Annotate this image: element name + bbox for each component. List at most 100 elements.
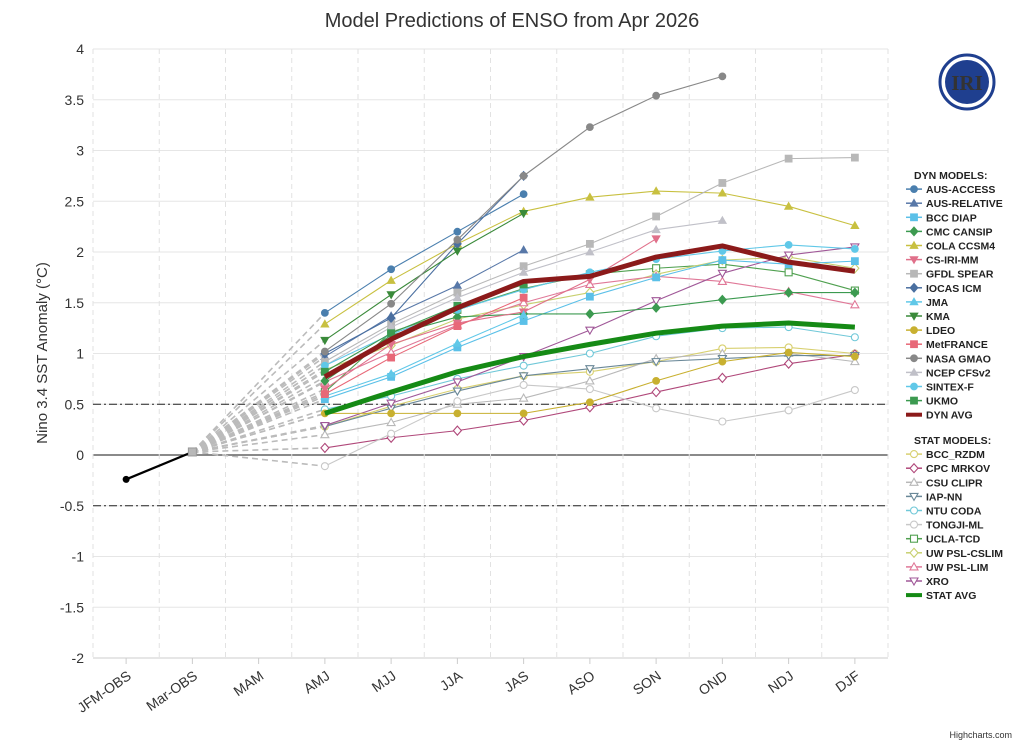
legend-item-ucla-tcd[interactable]: UCLA-TCD <box>906 534 981 546</box>
tongji-ml-line <box>324 384 856 467</box>
legend-symbol-marker <box>909 282 919 293</box>
connector-dyn-avg <box>191 376 326 453</box>
x-tick-label: ASO <box>564 667 597 697</box>
legend-label: AUS-RELATIVE <box>926 198 1003 210</box>
tongji-ml-point <box>718 417 727 426</box>
kma-point <box>386 291 396 300</box>
iocas-icm-line <box>324 175 525 354</box>
aus-relative-point <box>518 245 529 254</box>
ncep-cfsv2-point <box>717 215 728 224</box>
series-ncep-cfsv2 <box>320 215 728 370</box>
cmc-cansip-point <box>784 287 794 298</box>
connector-tongji-ml <box>192 451 325 467</box>
legend-item-cola-ccsm4[interactable]: COLA CCSM4 <box>906 241 995 253</box>
legend-item-ntu-coda[interactable]: NTU CODA <box>906 506 982 518</box>
y-axis-label: Nino 3.4 SST Anomaly (°C) <box>34 262 51 444</box>
nasa-gmao-point <box>585 123 594 132</box>
legend-symbol-marker <box>909 198 919 207</box>
legend-item-xro[interactable]: XRO <box>906 576 949 588</box>
legend-symbol-marker <box>909 312 919 321</box>
legend-item-bcc-rzdm[interactable]: BCC_RZDM <box>906 449 985 461</box>
legend-item-aus-access[interactable]: AUS-ACCESS <box>906 184 995 196</box>
axes: -2 -1.5 -1 -0.5 0 0.5 1 1.5 2 2.5 3 3.5 4 JFM-OBS Mar-… <box>60 41 888 716</box>
bcc-diap-point <box>850 257 859 266</box>
y-tick-label: -0.5 <box>60 498 84 514</box>
connector-lines <box>191 312 326 467</box>
xro-point <box>651 297 662 306</box>
bcc-diap-point <box>718 256 727 265</box>
bcc-diap-point <box>652 273 661 282</box>
y-tick-label: 2.5 <box>65 193 85 209</box>
ldeo-point <box>453 409 462 418</box>
legend-symbol-marker <box>910 382 918 391</box>
nasa-gmao-point <box>519 171 528 180</box>
series-nasa-gmao <box>320 72 727 356</box>
legend-item-aus-relative[interactable]: AUS-RELATIVE <box>906 198 1003 210</box>
connector-csu-clipr <box>192 433 325 453</box>
legend-item-ldeo[interactable]: LDEO <box>906 325 955 337</box>
kma-point <box>320 336 330 346</box>
sintex-f-point <box>850 245 859 253</box>
xro-point <box>319 422 330 431</box>
legend-item-kma[interactable]: KMA <box>906 311 950 323</box>
legend-label: DYN AVG <box>926 410 973 422</box>
legend-item-iocas-icm[interactable]: IOCAS ICM <box>906 282 982 295</box>
legend-item-sintex-f[interactable]: SINTEX-F <box>906 382 974 394</box>
legend-symbol-marker <box>910 213 918 222</box>
ldeo-point <box>585 398 594 407</box>
xro-point <box>584 326 595 336</box>
legend-item-cmc-cansip[interactable]: CMC CANSIP <box>906 226 993 238</box>
jma-point <box>518 310 529 319</box>
legend-symbol-marker <box>909 534 919 543</box>
legend-item-ncep-cfsv2[interactable]: NCEP CFSv2 <box>906 367 991 379</box>
reference-lines <box>93 403 888 507</box>
legend-symbol-marker <box>909 547 919 559</box>
ldeo-point <box>718 357 727 366</box>
legend-label: UW PSL-LIM <box>926 562 989 574</box>
legend-item-csu-clipr[interactable]: CSU CLIPR <box>906 477 983 489</box>
cmc-cansip-point <box>717 294 727 305</box>
legend-item-bcc-diap[interactable]: BCC DIAP <box>906 212 977 224</box>
legend-item-nasa-gmao[interactable]: NASA GMAO <box>906 353 991 365</box>
nasa-gmao-point <box>652 91 661 100</box>
cpc-mrkov-point <box>717 372 728 384</box>
legend-item-metfrance[interactable]: MetFRANCE <box>906 339 988 351</box>
legend-label: CSU CLIPR <box>926 477 983 489</box>
legend-item-jma[interactable]: JMA <box>906 297 949 309</box>
legend-item-ukmo[interactable]: UKMO <box>906 396 958 408</box>
tongji-ml-point <box>585 384 594 394</box>
csu-clipr-point <box>518 393 529 402</box>
y-tick-label: 4 <box>76 41 84 57</box>
legend-item-uw-psl-lim[interactable]: UW PSL-LIM <box>906 561 989 574</box>
legend-label: NTU CODA <box>926 506 982 518</box>
legend[interactable]: DYN MODELS: AUS-ACCESS AUS-RELATIVE BCC DIA… <box>906 170 1003 602</box>
gfdl-spear-point <box>784 154 793 163</box>
y-tick-label: -1.5 <box>60 599 84 615</box>
legend-label: CS-IRI-MM <box>926 255 979 267</box>
jma-point <box>386 368 396 378</box>
legend-item-gfdl-spear[interactable]: GFDL SPEAR <box>906 269 994 281</box>
credit-text[interactable]: Highcharts.com <box>949 730 1012 740</box>
stat-avg-line <box>324 320 856 416</box>
legend-label: GFDL SPEAR <box>926 269 994 281</box>
legend-label: IOCAS ICM <box>926 283 982 295</box>
cpc-mrkov-point <box>452 425 463 436</box>
cola-ccsm4-point <box>783 201 794 210</box>
legend-symbol-marker <box>909 450 919 459</box>
legend-item-cs-iri-mm[interactable]: CS-IRI-MM <box>906 255 979 267</box>
legend-item-iap-nn[interactable]: IAP-NN <box>906 491 962 503</box>
legend-item-tongji-ml[interactable]: TONGJI-ML <box>906 520 984 532</box>
series-metfrance <box>320 293 528 399</box>
gfdl-spear-point <box>585 239 594 248</box>
legend-label: LDEO <box>926 325 955 337</box>
y-tick-label: 3.5 <box>65 92 85 108</box>
cs-iri-mm-point <box>651 235 661 244</box>
legend-symbol-marker <box>909 561 919 571</box>
aus-access-point <box>320 308 329 317</box>
legend-item-dyn-avg[interactable]: DYN AVG <box>906 410 973 422</box>
legend-symbol-marker <box>910 326 918 335</box>
legend-item-cpc-mrkov[interactable]: CPC MRKOV <box>906 462 990 475</box>
legend-item-uw-psl-cslim[interactable]: UW PSL-CSLIM <box>906 547 1003 560</box>
legend-item-stat-avg[interactable]: STAT AVG <box>906 590 976 602</box>
connector-metfrance <box>192 393 326 453</box>
